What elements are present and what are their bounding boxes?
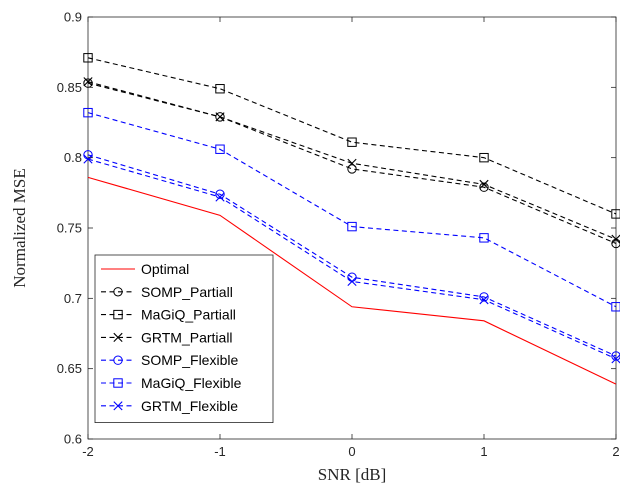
data-point [611,209,620,219]
data-point [215,112,225,122]
data-point [347,221,357,232]
data-point [479,233,489,243]
legend-item: GRTM_Flexible [101,398,238,414]
legend-label: MaGiQ_Flexible [141,375,242,391]
legend-item: MaGiQ_Partiall [101,307,236,323]
series-layer [83,53,620,385]
x-axis: -2 -1 0 1 2 [82,17,620,459]
data-point [479,295,489,305]
data-point [347,164,357,174]
data-point [83,77,93,87]
data-point [611,234,620,244]
data-point [215,144,225,154]
data-point [347,276,357,287]
x-tick-label: -1 [214,444,226,459]
legend-item: SOMP_Partiall [101,284,233,300]
data-point [347,137,357,147]
y-tick-label: 0.6 [64,432,82,447]
legend-item: MaGiQ_Flexible [101,375,242,391]
legend-label: SOMP_Flexible [141,352,238,368]
x-tick-label: 1 [480,444,487,459]
series-line [87,176,617,385]
data-point [479,292,489,302]
data-point [215,84,225,94]
y-tick-label: 0.65 [57,361,82,376]
y-tick-label: 0.7 [64,291,82,306]
x-axis-label: SNR [dB] [318,465,386,484]
y-tick-label: 0.85 [57,80,82,95]
data-point [215,189,225,199]
series-optimal [87,176,617,385]
legend-marker [113,332,123,342]
x-tick-label: 0 [348,444,355,459]
legend-item: SOMP_Flexible [101,352,238,368]
series-magiq-flexible [83,107,620,312]
legend-marker [113,378,123,388]
legend-label: SOMP_Partiall [141,284,233,300]
data-point [83,154,93,164]
x-tick-label: 2 [612,444,619,459]
data-point [479,179,489,189]
data-point [215,192,225,202]
legend-marker [113,287,123,297]
legend-box [94,254,274,424]
legend-item: GRTM_Partiall [101,329,233,345]
data-point [83,107,93,118]
data-point [479,182,489,192]
y-tick-label: 0.9 [64,10,82,25]
legend-label: GRTM_Partiall [141,329,233,345]
data-point [83,53,93,63]
legend-label: MaGiQ_Partiall [141,307,236,323]
data-point [347,158,357,168]
y-axis: 0.6 0.65 0.7 0.75 0.8 0.85 0.9 [57,10,616,447]
legend-marker [113,309,123,320]
series-grtm-flexible [83,154,620,364]
legend-item: Optimal [101,261,189,277]
y-tick-label: 0.75 [57,221,82,236]
data-point [479,152,489,163]
x-tick-label: -2 [82,444,94,459]
legend-label: Optimal [141,261,189,277]
legend-label: GRTM_Flexible [141,398,238,414]
y-axis-label: Normalized MSE [10,168,29,287]
y-tick-label: 0.8 [64,150,82,165]
data-point [611,302,620,312]
series-line [87,154,617,357]
series-line [87,82,617,244]
series-grtm-partiall [83,77,620,244]
legend-marker [113,355,123,365]
legend-marker [113,401,123,411]
legend: Optimal SOMP_Partiall MaGiQ_Partiall GRTM_P… [94,254,274,424]
data-point [611,351,620,361]
data-point [215,112,225,122]
data-point [611,354,620,364]
series-magiq-partiall [83,53,620,219]
series-line [87,112,617,308]
